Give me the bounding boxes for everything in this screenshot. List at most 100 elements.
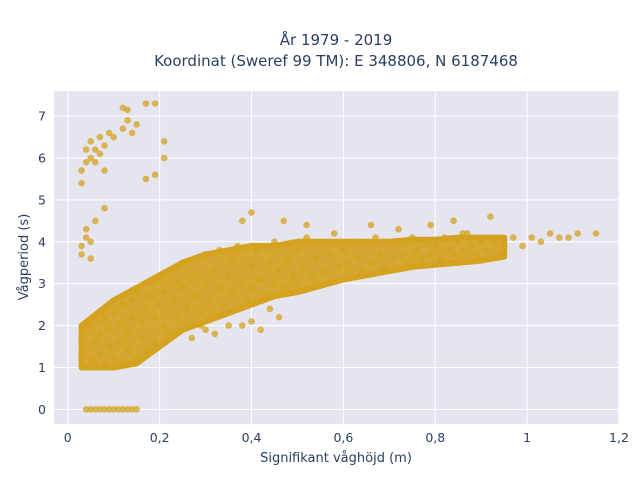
data-point <box>450 217 457 225</box>
data-point <box>87 322 94 329</box>
data-point <box>454 238 462 246</box>
data-point <box>160 138 168 145</box>
y-tick-label: 2 <box>38 318 46 333</box>
data-point <box>147 280 154 288</box>
data-point <box>556 234 563 241</box>
data-point <box>87 406 94 413</box>
data-point <box>119 125 127 132</box>
data-point <box>271 280 278 288</box>
data-point <box>82 234 90 241</box>
data-point <box>101 205 108 212</box>
data-point <box>289 272 297 279</box>
data-point <box>165 267 173 275</box>
data-point <box>101 313 108 321</box>
data-point <box>294 280 301 288</box>
data-point <box>473 251 480 258</box>
data-point <box>156 301 163 308</box>
data-point <box>142 100 150 107</box>
y-tick-label: 5 <box>38 192 46 207</box>
data-point <box>234 242 241 250</box>
x-axis-ticks: 0 0,2 0,4 0,6 0,8 1 1,2 <box>64 430 629 445</box>
data-point <box>211 267 219 275</box>
data-point <box>165 330 173 338</box>
data-point <box>592 230 600 237</box>
data-point <box>432 242 439 250</box>
data-point <box>160 154 168 162</box>
data-point <box>110 355 117 363</box>
data-point <box>225 322 232 329</box>
x-tick-label: 0,2 <box>150 430 170 445</box>
x-tick-label: 0,8 <box>425 430 445 445</box>
data-point <box>459 230 467 237</box>
data-point <box>183 305 191 313</box>
y-axis-ticks: 0 1 2 3 4 5 6 7 <box>38 109 46 417</box>
data-point <box>78 351 85 359</box>
data-point <box>519 242 526 250</box>
data-point <box>179 284 186 292</box>
data-point <box>441 234 448 241</box>
data-point <box>464 230 471 237</box>
data-point <box>285 255 292 262</box>
y-tick-label: 1 <box>38 360 46 375</box>
data-point <box>271 238 278 246</box>
chart-title-line-2: Koordinat (Sweref 99 TM): E 348806, N 61… <box>154 52 518 70</box>
data-point <box>330 230 338 237</box>
data-point <box>404 259 412 267</box>
data-point <box>386 242 393 250</box>
data-point <box>138 318 145 325</box>
data-point <box>372 234 379 241</box>
data-point <box>105 129 113 137</box>
data-point <box>197 322 205 329</box>
data-point <box>124 117 131 124</box>
data-point <box>87 138 94 145</box>
data-point <box>450 251 457 258</box>
data-point <box>363 242 370 250</box>
data-point <box>340 246 347 254</box>
data-point <box>574 230 581 237</box>
data-point <box>436 255 444 262</box>
data-point <box>188 276 196 283</box>
data-point <box>239 322 246 329</box>
data-point <box>482 246 490 254</box>
data-point <box>477 238 485 246</box>
data-point <box>395 225 402 233</box>
data-point <box>390 255 398 262</box>
data-points <box>78 100 600 413</box>
x-tick-label: 1 <box>523 430 531 445</box>
data-point <box>128 129 136 137</box>
data-point <box>427 221 435 229</box>
y-tick-label: 4 <box>38 234 46 249</box>
data-point <box>528 234 535 241</box>
data-point <box>303 221 310 229</box>
data-point <box>229 288 237 296</box>
data-point <box>110 406 117 413</box>
data-point <box>312 255 320 262</box>
data-point <box>101 406 108 413</box>
data-point <box>399 251 407 258</box>
data-point <box>206 297 214 304</box>
data-point <box>376 251 384 258</box>
y-tick-label: 3 <box>38 276 46 291</box>
data-point <box>220 301 228 308</box>
data-point <box>78 334 85 342</box>
data-point <box>275 313 283 321</box>
data-point <box>119 301 127 308</box>
y-tick-label: 7 <box>38 109 46 124</box>
data-point <box>151 100 159 107</box>
data-point <box>124 406 131 413</box>
data-point <box>133 355 140 363</box>
data-point <box>105 343 113 350</box>
data-point <box>491 238 499 246</box>
data-point <box>96 133 104 141</box>
data-point <box>243 297 251 304</box>
data-point <box>101 167 108 174</box>
x-tick-label: 1,2 <box>609 430 629 445</box>
data-point <box>193 255 200 262</box>
data-point <box>87 238 94 246</box>
data-point <box>367 259 375 267</box>
data-point <box>427 251 435 258</box>
data-point <box>248 318 255 325</box>
data-point <box>115 406 122 413</box>
x-tick-label: 0 <box>64 430 72 445</box>
data-point <box>78 251 85 258</box>
